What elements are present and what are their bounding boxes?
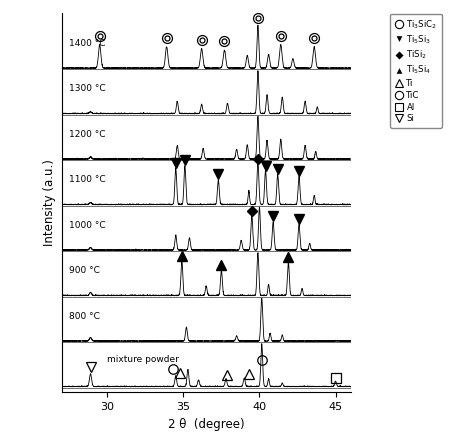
Y-axis label: Intensity (a.u.): Intensity (a.u.)	[43, 160, 56, 246]
Text: 1300 °C: 1300 °C	[69, 84, 106, 93]
Text: 1000 °C: 1000 °C	[69, 221, 106, 230]
Text: 1100 °C: 1100 °C	[69, 176, 106, 184]
Text: mixture powder: mixture powder	[107, 355, 179, 364]
Text: 1200 °C: 1200 °C	[69, 130, 106, 139]
Text: 800 °C: 800 °C	[69, 312, 100, 321]
Text: 900 °C: 900 °C	[69, 266, 100, 275]
Legend: Ti$_3$SiC$_2$, Ti$_5$Si$_3$, TiSi$_2$, Ti$_5$Si$_4$, Ti, TiC, Al, Si: Ti$_3$SiC$_2$, Ti$_5$Si$_3$, TiSi$_2$, T…	[390, 14, 442, 127]
X-axis label: 2 θ  (degree): 2 θ (degree)	[168, 418, 245, 431]
Text: 1400 °C: 1400 °C	[69, 39, 106, 48]
